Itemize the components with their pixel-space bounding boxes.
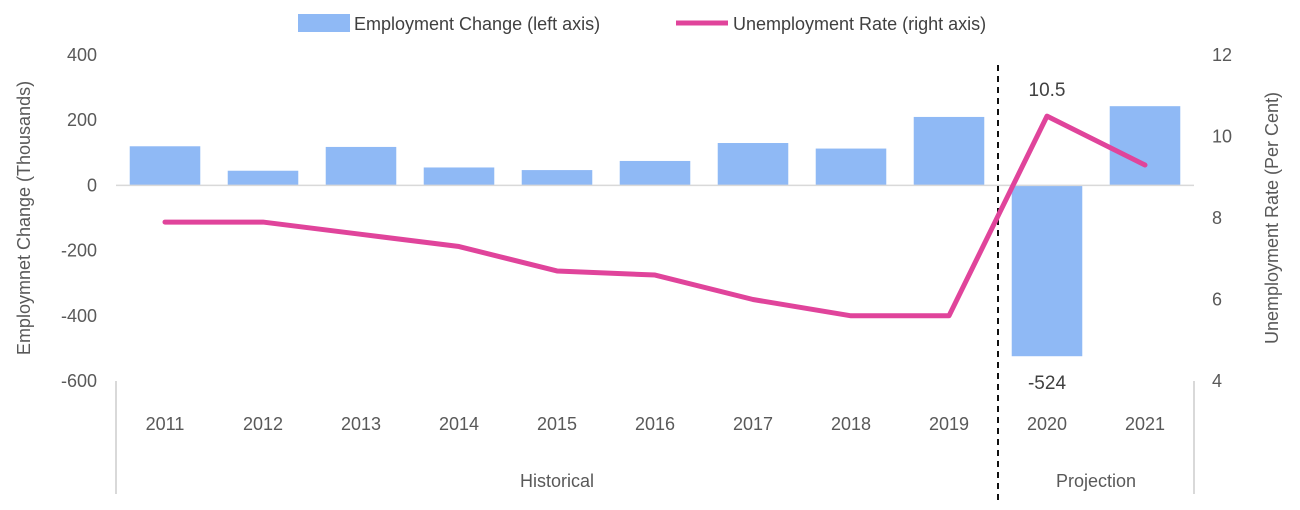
category-label-2013: 2013 — [341, 414, 381, 434]
bar-2012 — [227, 170, 299, 186]
right-axis-ticks: 12 10 8 6 4 — [1212, 45, 1232, 391]
bar-2021 — [1109, 106, 1181, 186]
bar-2013 — [325, 146, 397, 186]
bar-2011 — [129, 146, 201, 186]
category-label-2018: 2018 — [831, 414, 871, 434]
unemployment-rate-line — [162, 113, 1148, 319]
bar-2018 — [815, 148, 887, 186]
bar-series — [129, 106, 1181, 357]
category-label-2021: 2021 — [1125, 414, 1165, 434]
bar-2019 — [913, 116, 985, 186]
left-tick-label: 0 — [87, 175, 97, 195]
category-label-2011: 2011 — [146, 414, 185, 434]
legend-label-unemployment-rate: Unemployment Rate (right axis) — [733, 14, 986, 34]
left-tick-label: -400 — [61, 306, 97, 326]
bar-2014 — [423, 167, 495, 186]
right-tick-label: 8 — [1212, 208, 1222, 228]
right-tick-label: 6 — [1212, 290, 1222, 310]
left-tick-label: 400 — [67, 45, 97, 65]
group-label-historical: Historical — [520, 471, 594, 491]
right-tick-label: 10 — [1212, 127, 1232, 147]
category-label-2014: 2014 — [439, 414, 479, 434]
left-tick-label: -600 — [61, 371, 97, 391]
y-axis-title-left: Employmnet Change (Thousands) — [14, 81, 34, 355]
bar-2020 — [1011, 185, 1083, 357]
category-label-2015: 2015 — [537, 414, 577, 434]
category-label-2012: 2012 — [243, 414, 283, 434]
data-labels: -524 10.5 — [1028, 80, 1066, 394]
category-label-2017: 2017 — [733, 414, 773, 434]
bar-2015 — [521, 170, 593, 186]
bar-2017 — [717, 143, 789, 186]
right-tick-label: 4 — [1212, 371, 1222, 391]
line-series — [162, 113, 1148, 319]
bar-2016 — [619, 160, 691, 186]
category-axis-frame — [115, 65, 1195, 500]
y-axis-title-right: Unemployment Rate (Per Cent) — [1262, 92, 1282, 344]
category-label-2020: 2020 — [1027, 414, 1067, 434]
group-labels: Historical Projection — [520, 471, 1136, 491]
right-tick-label: 12 — [1212, 45, 1232, 65]
category-label-2019: 2019 — [929, 414, 969, 434]
legend-swatch-employment-change — [298, 14, 350, 32]
legend-label-employment-change: Employment Change (left axis) — [354, 14, 600, 34]
category-labels: 2011 2012 2013 2014 2015 2016 2017 2018 2019 2020… — [146, 414, 1165, 434]
group-label-projection: Projection — [1056, 471, 1136, 491]
left-axis-ticks: 400 200 0 -200 -400 -600 — [61, 45, 97, 391]
bar-data-label-2020: -524 — [1028, 373, 1066, 394]
left-tick-label: 200 — [67, 110, 97, 130]
left-tick-label: -200 — [61, 241, 97, 261]
category-label-2016: 2016 — [635, 414, 675, 434]
line-data-label-2020: 10.5 — [1029, 80, 1066, 101]
legend: Employment Change (left axis) Unemployme… — [298, 14, 986, 34]
